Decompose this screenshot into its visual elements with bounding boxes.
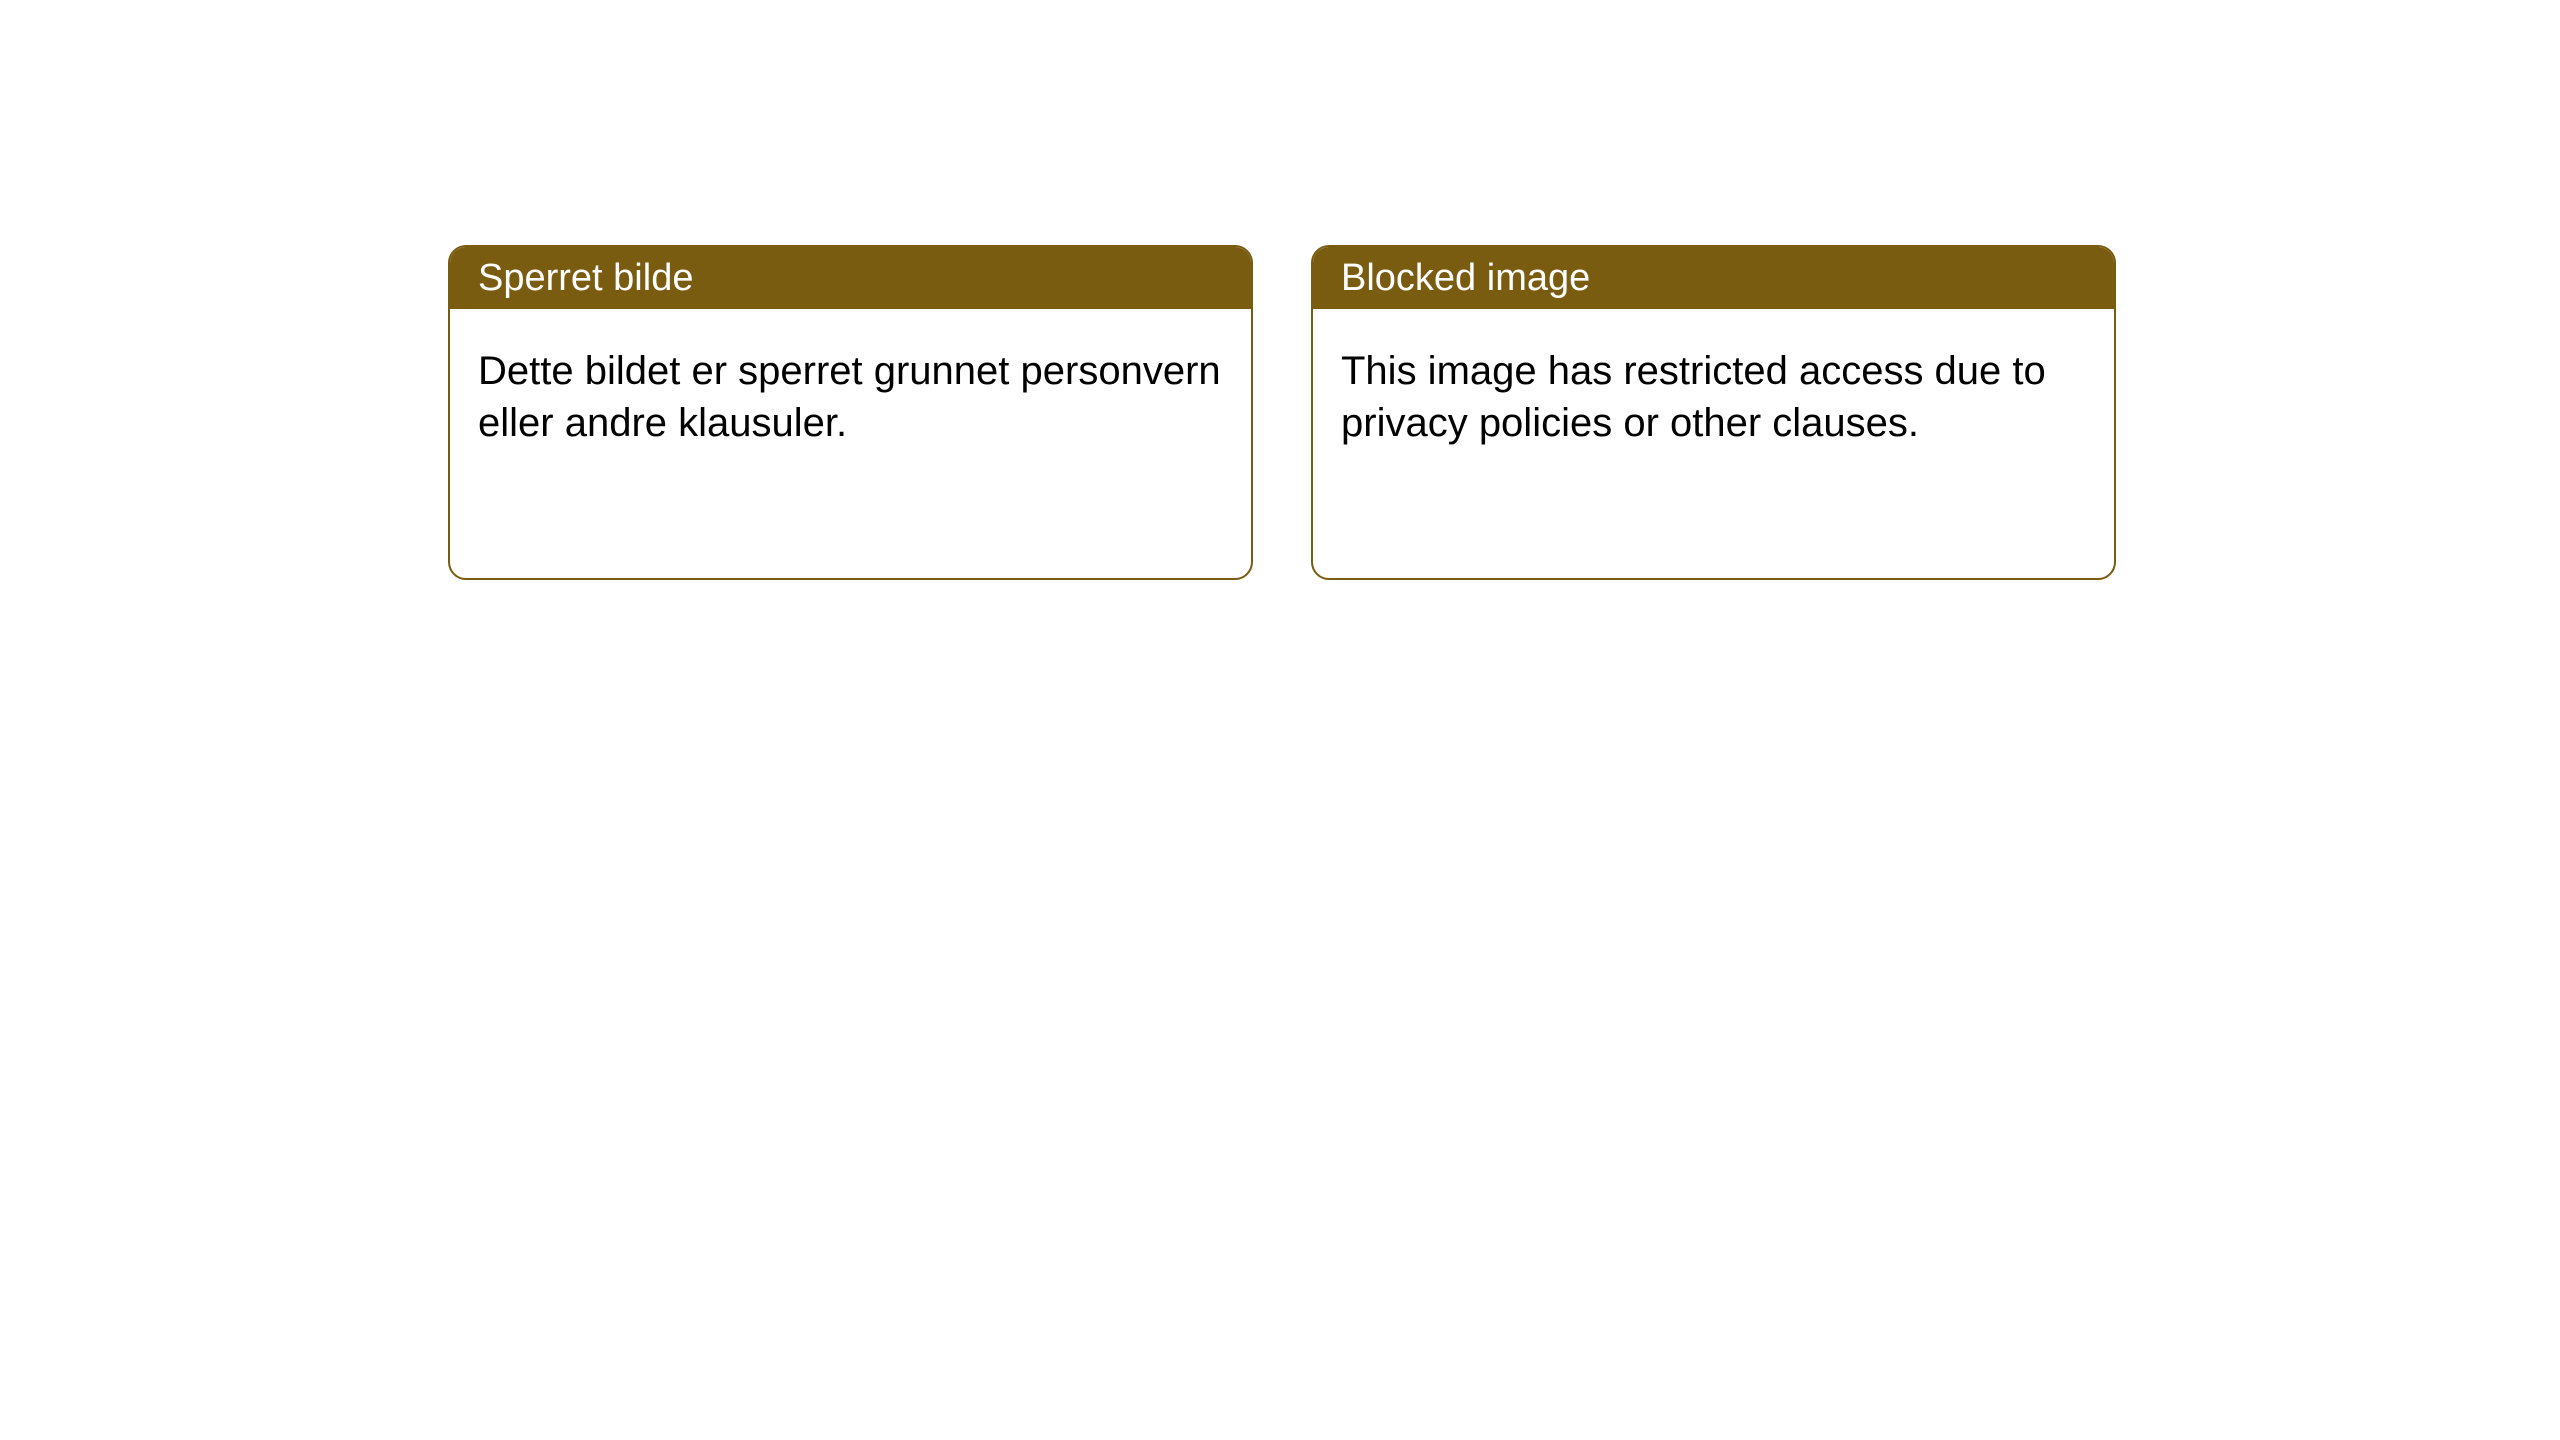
card-message: This image has restricted access due to … xyxy=(1341,349,2046,445)
card-title: Blocked image xyxy=(1341,257,1590,300)
card-header: Blocked image xyxy=(1313,247,2114,309)
card-header: Sperret bilde xyxy=(450,247,1251,309)
card-body: Dette bildet er sperret grunnet personve… xyxy=(450,309,1251,485)
card-body: This image has restricted access due to … xyxy=(1313,309,2114,485)
notice-card-english: Blocked image This image has restricted … xyxy=(1311,245,2116,580)
notice-cards-container: Sperret bilde Dette bildet er sperret gr… xyxy=(448,245,2116,580)
notice-card-norwegian: Sperret bilde Dette bildet er sperret gr… xyxy=(448,245,1253,580)
card-title: Sperret bilde xyxy=(478,257,693,300)
card-message: Dette bildet er sperret grunnet personve… xyxy=(478,349,1221,445)
